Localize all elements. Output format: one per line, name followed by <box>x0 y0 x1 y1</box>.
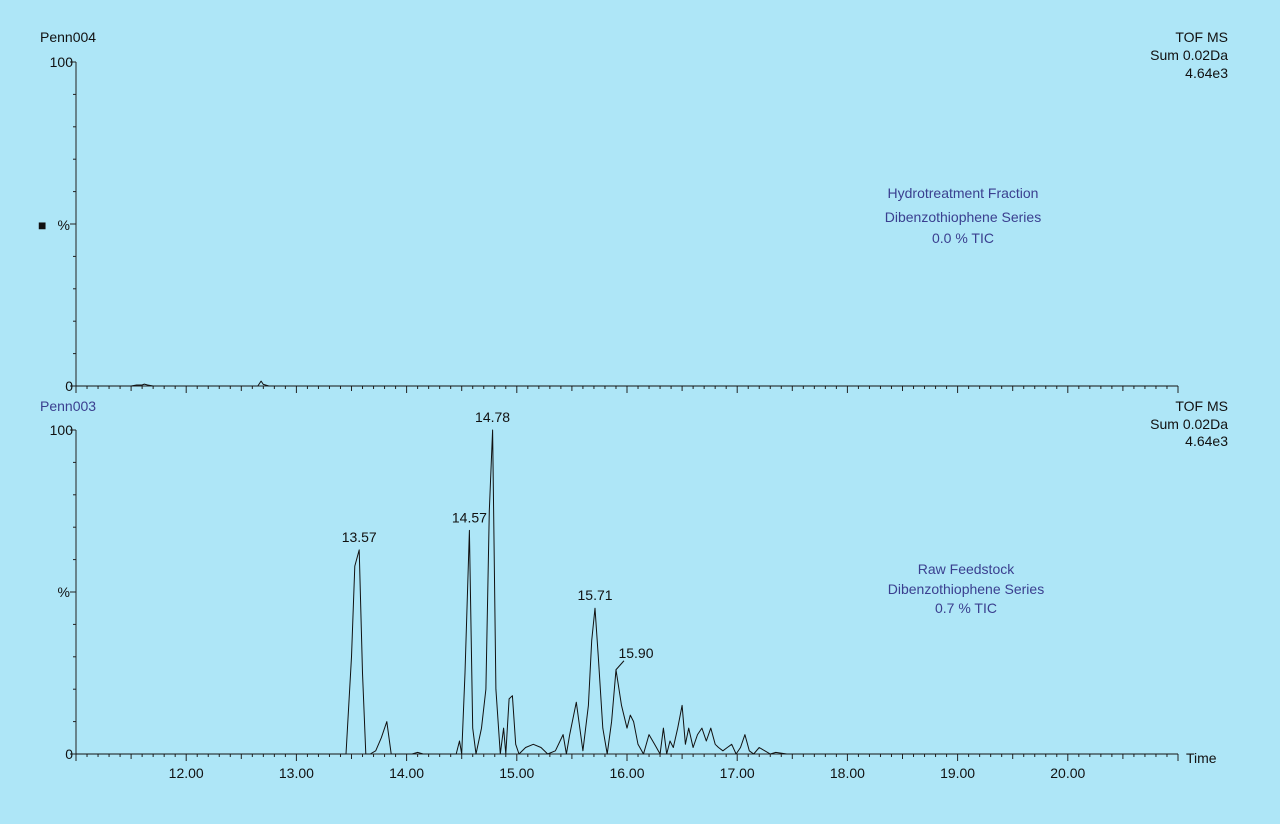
x-tick-label: 15.00 <box>499 765 534 781</box>
peak-label: 14.57 <box>452 509 487 525</box>
annotation-line: 0.7 % TIC <box>935 600 997 616</box>
x-tick-label: 19.00 <box>940 765 975 781</box>
y-tick-label: % <box>58 584 70 600</box>
annotation-line: Dibenzothiophene Series <box>885 209 1041 225</box>
annotation-line: Hydrotreatment Fraction <box>888 185 1039 201</box>
annotation-line: Raw Feedstock <box>918 561 1015 577</box>
peak-label: 14.78 <box>475 409 510 425</box>
instrument-line: Sum 0.02Da <box>1150 47 1228 63</box>
annotation-line: 0.0 % TIC <box>932 230 994 246</box>
instrument-line: 4.64e3 <box>1185 65 1228 81</box>
y-tick-label: 100 <box>50 422 74 438</box>
chromatogram-trace <box>76 380 1178 387</box>
peak-label: 15.90 <box>618 645 653 661</box>
peak-label: 13.57 <box>342 529 377 545</box>
sample-label: Penn004 <box>40 29 96 45</box>
x-tick-label: 12.00 <box>169 765 204 781</box>
instrument-line: Sum 0.02Da <box>1150 416 1228 432</box>
sample-label: Penn003 <box>40 398 96 414</box>
x-tick-label: 20.00 <box>1050 765 1085 781</box>
instrument-line: 4.64e3 <box>1185 433 1228 449</box>
x-axis-label: Time <box>1186 750 1217 766</box>
annotation-line: Dibenzothiophene Series <box>888 581 1044 597</box>
peak-label: 15.71 <box>578 587 613 603</box>
instrument-line: TOF MS <box>1175 398 1228 414</box>
x-tick-label: 17.00 <box>720 765 755 781</box>
instrument-line: TOF MS <box>1175 29 1228 45</box>
x-tick-label: 13.00 <box>279 765 314 781</box>
y-tick-label: 0 <box>65 746 73 762</box>
x-tick-label: 14.00 <box>389 765 424 781</box>
y-tick-label: % <box>58 217 70 233</box>
peak-leader-line <box>615 660 625 671</box>
square-marker-icon: ■ <box>38 217 46 233</box>
y-tick-label: 0 <box>65 378 73 394</box>
x-tick-label: 16.00 <box>609 765 644 781</box>
chromatogram-trace <box>76 429 1178 755</box>
y-tick-label: 100 <box>50 54 74 70</box>
x-tick-label: 18.00 <box>830 765 865 781</box>
